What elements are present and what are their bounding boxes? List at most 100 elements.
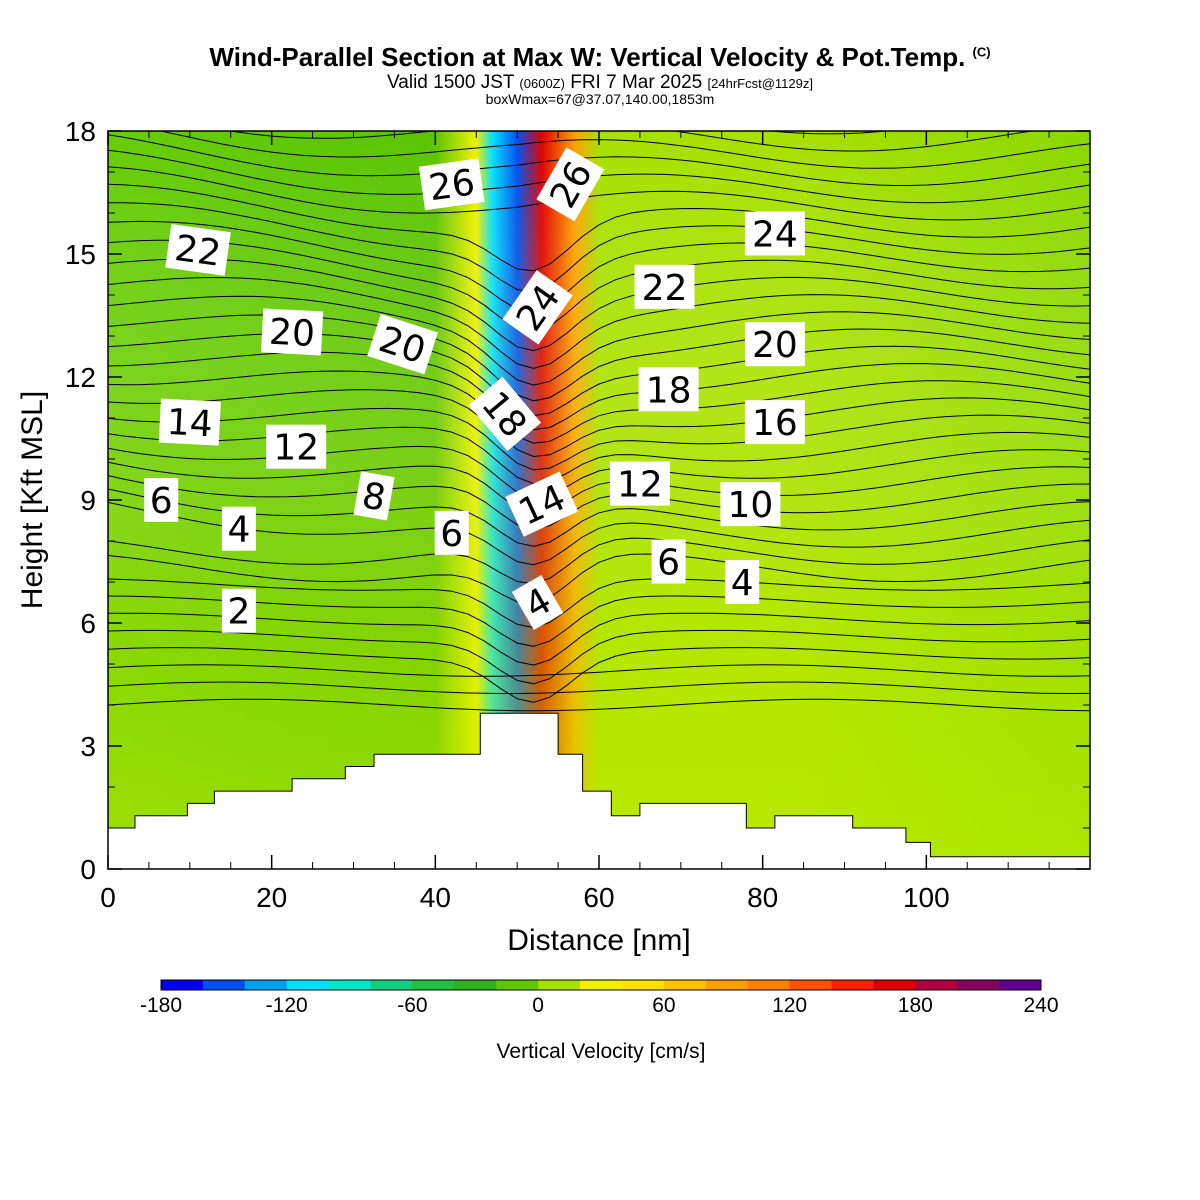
isentrope-line bbox=[108, 681, 1090, 695]
contour-label: 26 bbox=[418, 158, 485, 211]
y-tick-label: 3 bbox=[80, 731, 96, 762]
chart-subtitle: Valid 1500 JST (0600Z) FRI 7 Mar 2025 [2… bbox=[0, 73, 1200, 94]
contour-label-box bbox=[536, 147, 605, 222]
subtitle-utc: (0600Z) bbox=[519, 76, 565, 91]
x-tick-label: 40 bbox=[420, 882, 451, 913]
contour-label-text: 18 bbox=[646, 370, 692, 411]
isentrope-line bbox=[108, 220, 1090, 313]
colorbar-swatch bbox=[663, 980, 707, 990]
contour-label-box bbox=[158, 398, 221, 446]
contour-label-box bbox=[165, 223, 231, 276]
colorbar-swatch bbox=[538, 980, 581, 990]
contour-label: 6 bbox=[144, 478, 179, 522]
isentrope-line bbox=[108, 537, 1090, 585]
contour-label: 16 bbox=[744, 400, 805, 445]
contour-label: 22 bbox=[165, 223, 231, 276]
contour-label-box bbox=[638, 367, 699, 412]
colorbar-swatch bbox=[496, 980, 539, 990]
colorbar-swatch bbox=[202, 980, 246, 990]
axes: 0 20 40 60 80 100 0 3 6 9 12 15 18 bbox=[65, 116, 1090, 913]
y-axis-label: Height [Kft MSL] bbox=[16, 391, 49, 609]
isentrope-line bbox=[108, 612, 1090, 666]
colorbar-swatch bbox=[705, 980, 749, 990]
isentrope-line bbox=[108, 202, 1090, 293]
contour-label-text: 6 bbox=[150, 481, 173, 522]
colorbar-swatch bbox=[454, 980, 497, 990]
colorbar-swatch bbox=[789, 980, 832, 990]
contour-label-box bbox=[651, 539, 686, 584]
contour-label-text: 6 bbox=[657, 543, 680, 584]
isentrope-line bbox=[108, 134, 1090, 186]
contour-label: 24 bbox=[744, 211, 805, 256]
contour-label-text: 12 bbox=[273, 428, 319, 469]
colorbar-tick-label: 180 bbox=[898, 994, 933, 1017]
x-tick-label: 80 bbox=[747, 882, 778, 913]
colorbar-swatch bbox=[286, 980, 330, 990]
isentrope-line bbox=[108, 407, 1090, 471]
colorbar-tick-label: 240 bbox=[1023, 994, 1058, 1017]
colorbar-swatch bbox=[412, 980, 455, 990]
contour-label-box bbox=[744, 211, 805, 256]
colorbar-label: Vertical Velocity [cm/s] bbox=[497, 1040, 706, 1063]
contour-label-box bbox=[353, 471, 395, 521]
colorbar-swatch bbox=[831, 980, 874, 990]
x-tick-label: 100 bbox=[903, 882, 950, 913]
contour-label-box bbox=[260, 308, 324, 356]
isentrope-line bbox=[108, 351, 1090, 431]
contour-label-text: 16 bbox=[752, 403, 798, 444]
contour-label-text: 6 bbox=[440, 514, 463, 555]
contour-label-box bbox=[468, 376, 542, 452]
contour-label: 4 bbox=[725, 560, 760, 604]
chart-title-main: Wind-Parallel Section at Max W: Vertical… bbox=[209, 42, 966, 72]
y-tick-label: 15 bbox=[65, 239, 96, 270]
colorbar-swatch bbox=[999, 980, 1042, 990]
colorbar-swatch bbox=[873, 980, 916, 990]
colorbar: -180 -120 -60 0 60 120 180 240 bbox=[140, 979, 1059, 1017]
contour-label: 8 bbox=[353, 471, 395, 521]
subtitle-forecast: [24hrFcst@1129z] bbox=[707, 76, 813, 91]
contour-label-text: 20 bbox=[268, 312, 316, 355]
isentrope-line bbox=[108, 647, 1090, 703]
isentrope-lines bbox=[108, 111, 1090, 712]
y-tick-label: 18 bbox=[65, 116, 96, 147]
contour-label-box bbox=[744, 400, 805, 445]
contour-label-box bbox=[144, 478, 179, 522]
contour-label-box bbox=[609, 461, 670, 506]
contour-label-box bbox=[744, 322, 805, 367]
contour-label: 12 bbox=[266, 424, 327, 469]
colorbar-tick-label: -180 bbox=[140, 994, 182, 1017]
y-tick-label: 0 bbox=[80, 854, 96, 885]
velocity-low-level-tint bbox=[108, 131, 1090, 869]
contour-label-text: 22 bbox=[642, 268, 688, 309]
contour-label: 18 bbox=[638, 367, 699, 412]
colorbar-swatch bbox=[161, 980, 204, 990]
contour-label-box bbox=[505, 471, 579, 537]
velocity-field bbox=[108, 131, 1090, 869]
colorbar-swatch bbox=[747, 980, 791, 990]
isentrope-line bbox=[108, 488, 1090, 547]
y-tick-label: 9 bbox=[80, 485, 96, 516]
contour-label-box bbox=[418, 158, 485, 211]
subtitle-valid: Valid 1500 JST bbox=[387, 72, 515, 93]
contour-label-text: 14 bbox=[166, 402, 214, 445]
isentrope-line bbox=[108, 277, 1090, 369]
isentrope-line bbox=[108, 111, 1090, 117]
contour-label-text: 4 bbox=[731, 563, 754, 604]
x-tick-label: 0 bbox=[100, 882, 116, 913]
isentrope-line bbox=[108, 166, 1090, 221]
contour-label-box bbox=[634, 264, 695, 309]
contour-label-text: 4 bbox=[227, 510, 250, 551]
colorbar-tick-label: -120 bbox=[266, 994, 308, 1017]
colorbar-tick-label: 0 bbox=[532, 994, 544, 1017]
isentrope-line bbox=[108, 475, 1090, 530]
terrain-profile bbox=[107, 712, 1091, 870]
colorbar-swatch bbox=[915, 980, 958, 990]
contour-label: 4 bbox=[221, 506, 256, 551]
isentrope-line bbox=[108, 389, 1090, 458]
colorbar-swatch bbox=[957, 980, 1000, 990]
contour-label-box bbox=[725, 560, 760, 604]
subtitle-date: FRI 7 Mar 2025 bbox=[570, 72, 703, 93]
contour-label: 12 bbox=[609, 461, 670, 506]
isentrope-line bbox=[108, 664, 1090, 677]
